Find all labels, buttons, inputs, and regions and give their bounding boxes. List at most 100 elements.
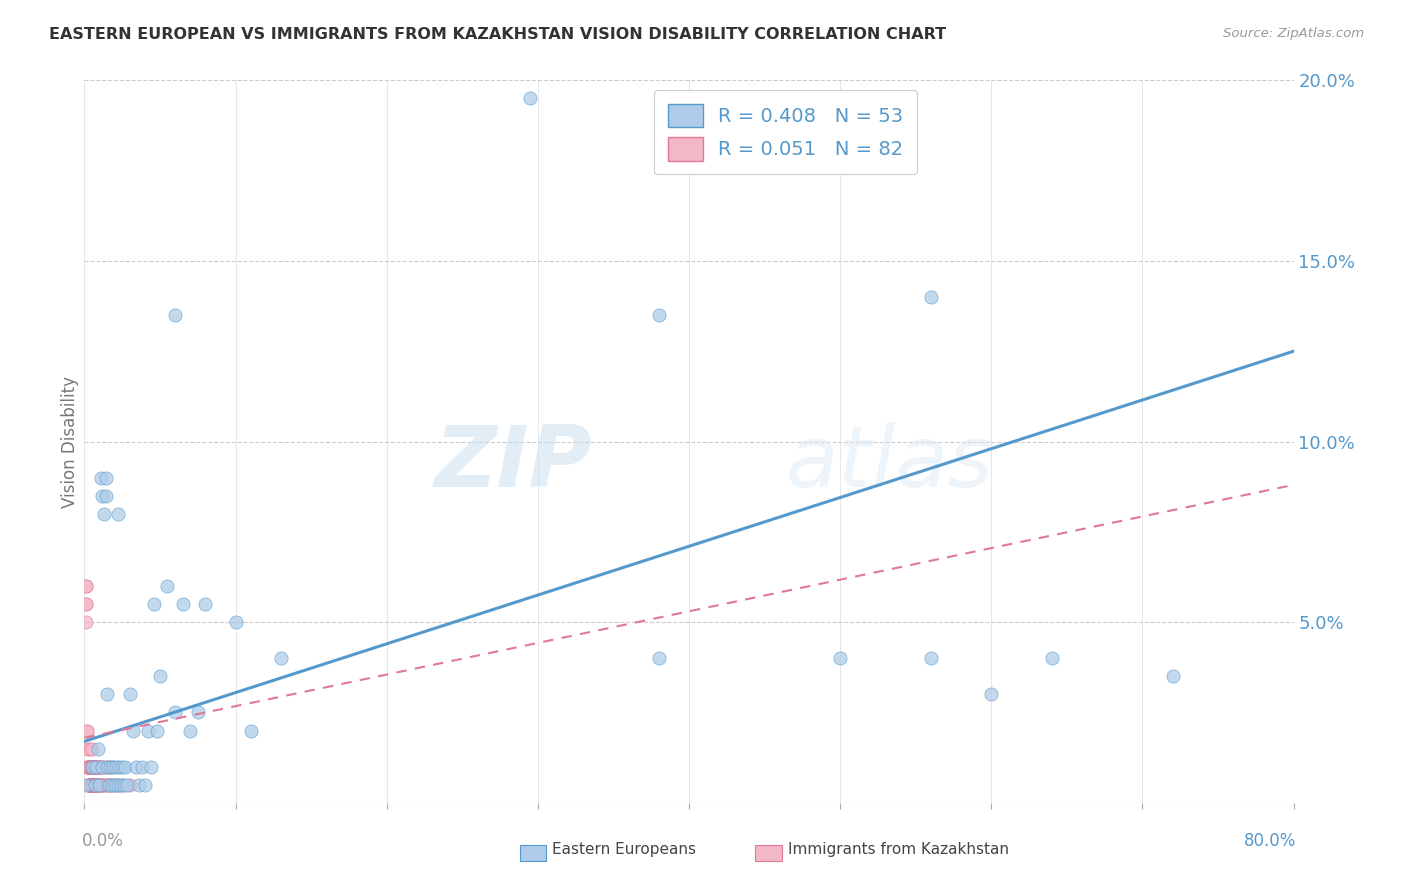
Point [76, 760, 98, 774]
Point [93, 760, 115, 774]
Point [75, 597, 97, 611]
Point [75, 579, 97, 593]
Point [830, 651, 852, 665]
Point [82, 778, 104, 792]
Point [80, 760, 103, 774]
Point [125, 760, 148, 774]
Point [128, 778, 150, 792]
Point [107, 778, 129, 792]
Point [1161, 669, 1184, 683]
Point [89, 778, 111, 792]
Point [142, 597, 165, 611]
Point [80, 760, 103, 774]
Point [79, 778, 101, 792]
Point [79, 760, 101, 774]
Point [187, 706, 209, 720]
Point [270, 651, 292, 665]
Point [76, 723, 98, 738]
Point [101, 778, 124, 792]
Point [77, 778, 100, 792]
Point [80, 778, 103, 792]
Point [100, 778, 122, 792]
Point [76, 723, 98, 738]
Point [87, 760, 110, 774]
Point [82, 778, 104, 792]
Point [110, 778, 132, 792]
Point [114, 760, 136, 774]
Point [98, 778, 121, 792]
Point [648, 308, 671, 322]
Point [77, 778, 100, 792]
Point [91, 760, 114, 774]
Point [94, 778, 117, 792]
Point [86, 760, 108, 774]
Point [75, 597, 97, 611]
Point [79, 741, 101, 756]
Point [86, 760, 108, 774]
Bar [755, 845, 782, 861]
Point [86, 778, 108, 792]
Point [89, 778, 111, 792]
Point [82, 778, 104, 792]
Point [84, 778, 107, 792]
Point [86, 760, 108, 774]
Point [77, 760, 100, 774]
Point [165, 308, 187, 322]
Legend: R = 0.408   N = 53, R = 0.051   N = 82: R = 0.408 N = 53, R = 0.051 N = 82 [654, 90, 917, 175]
Text: Immigrants from Kazakhstan: Immigrants from Kazakhstan [789, 842, 1010, 857]
Point [82, 760, 104, 774]
Point [121, 723, 143, 738]
Point [172, 597, 194, 611]
Point [90, 760, 112, 774]
Point [84, 778, 107, 792]
Point [108, 760, 131, 774]
Point [87, 741, 110, 756]
Point [84, 778, 107, 792]
Point [105, 760, 128, 774]
Point [90, 778, 112, 792]
Point [97, 778, 120, 792]
Point [84, 778, 107, 792]
Point [80, 741, 103, 756]
Point [107, 778, 129, 792]
Point [104, 778, 127, 792]
Point [90, 471, 112, 485]
Point [82, 760, 104, 774]
Point [118, 687, 141, 701]
Point [94, 471, 117, 485]
Point [519, 91, 541, 105]
Point [97, 778, 120, 792]
Point [80, 760, 103, 774]
Point [84, 760, 107, 774]
Point [89, 778, 111, 792]
Point [1040, 651, 1063, 665]
Point [165, 706, 187, 720]
Point [82, 760, 104, 774]
Point [94, 489, 117, 503]
Point [76, 760, 98, 774]
Point [146, 723, 169, 738]
Point [115, 778, 138, 792]
Text: Eastern Europeans: Eastern Europeans [553, 842, 696, 857]
Text: ZIP: ZIP [434, 422, 592, 505]
Point [111, 760, 134, 774]
Point [79, 760, 101, 774]
Point [179, 723, 201, 738]
Text: 80.0%: 80.0% [1243, 831, 1296, 850]
Y-axis label: Vision Disability: Vision Disability [62, 376, 80, 508]
Point [80, 778, 103, 792]
Bar [520, 845, 547, 861]
Point [239, 723, 262, 738]
Point [156, 579, 179, 593]
Text: 0.0%: 0.0% [82, 831, 124, 850]
Point [104, 778, 127, 792]
Point [97, 760, 120, 774]
Point [980, 687, 1002, 701]
Point [136, 723, 159, 738]
Point [98, 760, 121, 774]
Point [920, 651, 942, 665]
Point [134, 778, 156, 792]
Point [80, 760, 103, 774]
Point [648, 651, 671, 665]
Point [84, 760, 107, 774]
